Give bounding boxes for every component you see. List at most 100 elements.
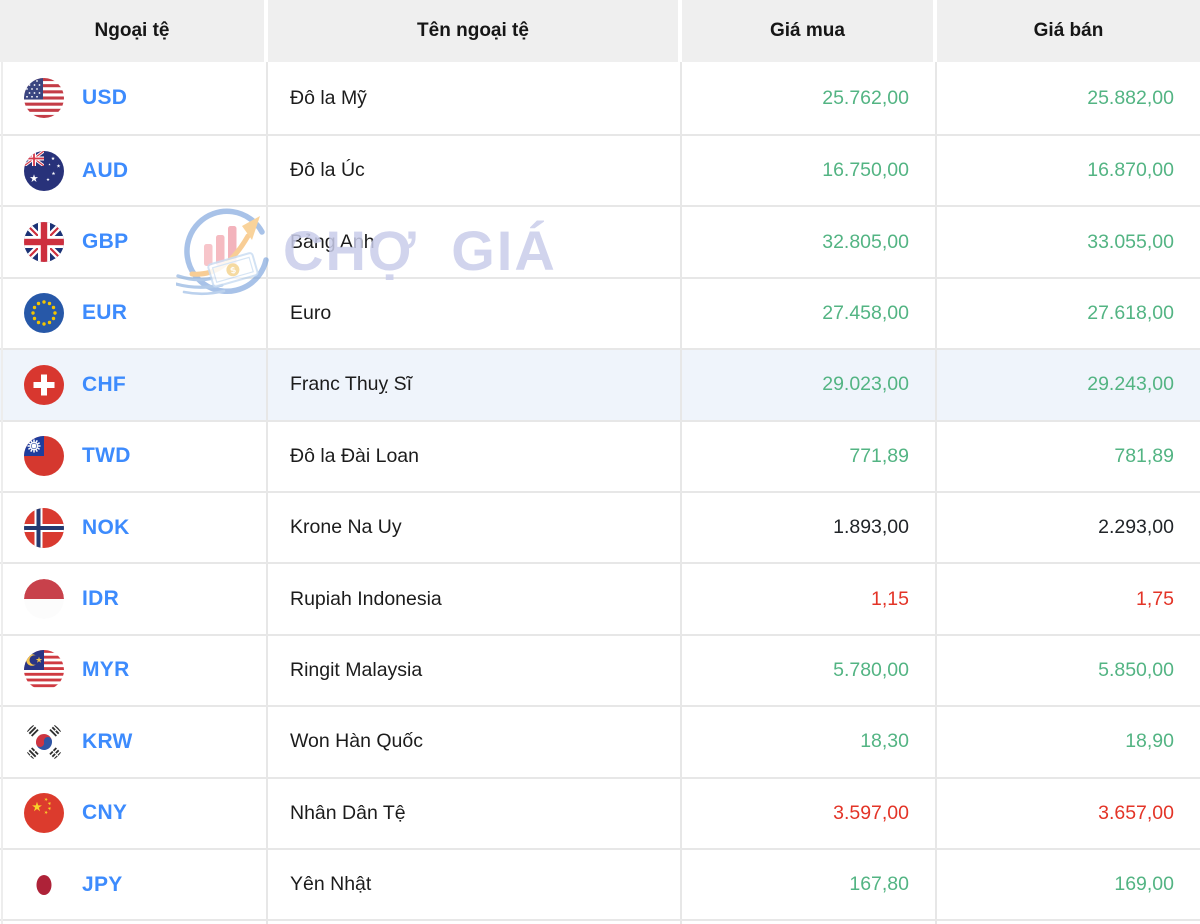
uk-flag-icon	[24, 222, 64, 263]
partial-cell	[268, 921, 682, 924]
currency-code[interactable]: MYR	[82, 658, 130, 682]
sell-price: 1,75	[1136, 587, 1174, 610]
currency-row[interactable]: NOK Krone Na Uy 1.893,00 2.293,00	[0, 492, 1200, 565]
buy-price-cell: 167,80	[682, 849, 937, 920]
currency-code[interactable]: AUD	[82, 158, 129, 182]
currency-code[interactable]: CNY	[82, 801, 128, 825]
currency-name: Euro	[290, 301, 332, 324]
currency-code[interactable]: TWD	[82, 444, 131, 468]
currency-code[interactable]: CHF	[82, 372, 127, 396]
buy-price: 32.805,00	[822, 230, 909, 253]
currency-name: Đô la Đài Loan	[290, 444, 419, 467]
indonesia-flag-icon	[24, 579, 64, 620]
currency-name: Ringit Malaysia	[290, 658, 423, 681]
currency-code[interactable]: USD	[82, 86, 128, 109]
australia-flag-icon	[24, 150, 64, 191]
buy-price-cell: 29.023,00	[682, 350, 937, 420]
currency-row[interactable]: TWD Đô la Đài Loan 771,89 781,89	[0, 421, 1200, 493]
currency-name: Won Hàn Quốc	[290, 730, 423, 753]
currency-name: Krone Na Uy	[290, 516, 402, 539]
sell-price-cell: 3.657,00	[937, 779, 1200, 848]
sell-price: 781,89	[1114, 444, 1174, 467]
table-header-row: Ngoại tệ Tên ngoại tệ Giá mua Giá bán	[0, 0, 1200, 62]
sell-price: 169,00	[1114, 873, 1174, 896]
currency-name-cell: Euro	[268, 278, 682, 349]
currency-row[interactable]: MYR Ringit Malaysia 5.780,00 5.850,00	[0, 635, 1200, 708]
sell-price: 27.618,00	[1087, 301, 1174, 324]
currency-name-cell: Won Hàn Quốc	[268, 707, 682, 777]
buy-price: 5.780,00	[833, 658, 909, 681]
sell-price-cell: 5.850,00	[937, 636, 1200, 705]
currency-name-cell: Đô la Úc	[268, 136, 682, 206]
buy-price-cell: 5.780,00	[682, 635, 937, 706]
currency-code[interactable]: NOK	[82, 515, 130, 539]
sell-price-cell: 33.055,00	[937, 207, 1200, 276]
currency-code[interactable]: EUR	[82, 301, 128, 325]
currency-cell: TWD	[0, 421, 268, 491]
partial-cell	[682, 921, 937, 924]
sell-price-cell: 25.882,00	[937, 62, 1200, 134]
header-currency-name: Tên ngoại tệ	[268, 0, 682, 62]
norway-flag-icon	[24, 507, 64, 548]
sell-price-cell: 29.243,00	[937, 350, 1200, 419]
sell-price-cell: 27.618,00	[937, 279, 1200, 348]
currency-name-cell: Đô la Mỹ	[268, 62, 682, 134]
buy-price-cell: 3.597,00	[682, 778, 937, 848]
currency-name-cell: Franc Thuỵ Sĩ	[268, 350, 682, 420]
currency-cell: USD	[0, 62, 268, 134]
buy-price: 16.750,00	[822, 159, 909, 182]
eu-flag-icon	[24, 293, 64, 334]
currency-name: Nhân Dân Tệ	[290, 801, 406, 824]
malaysia-flag-icon	[24, 650, 64, 691]
currency-code[interactable]: GBP	[82, 230, 129, 254]
next-row-partial	[0, 921, 1200, 924]
japan-flag-icon	[24, 864, 64, 905]
table-body: USD Đô la Mỹ 25.762,00 25.882,00 AUD Đô …	[0, 62, 1200, 922]
currency-code[interactable]: JPY	[82, 872, 123, 896]
china-flag-icon	[24, 793, 64, 834]
buy-price: 3.597,00	[833, 801, 909, 824]
currency-cell: AUD	[0, 136, 268, 206]
buy-price-cell: 1.893,00	[682, 492, 937, 563]
currency-name-cell: Rupiah Indonesia	[268, 564, 682, 634]
buy-price-cell: 32.805,00	[682, 207, 937, 277]
currency-name: Rupiah Indonesia	[290, 587, 442, 610]
sell-price: 25.882,00	[1087, 86, 1174, 109]
sell-price-cell: 18,90	[937, 707, 1200, 776]
header-buy-price: Giá mua	[682, 0, 937, 62]
currency-cell: KRW	[0, 707, 268, 777]
currency-row[interactable]: JPY Yên Nhật 167,80 169,00	[0, 849, 1200, 922]
buy-price: 18,30	[860, 730, 909, 753]
currency-row[interactable]: CHF Franc Thuỵ Sĩ 29.023,00 29.243,00	[0, 350, 1200, 422]
currency-row[interactable]: USD Đô la Mỹ 25.762,00 25.882,00	[0, 62, 1200, 136]
currency-name-cell: Đô la Đài Loan	[268, 421, 682, 491]
currency-row[interactable]: IDR Rupiah Indonesia 1,15 1,75	[0, 564, 1200, 636]
currency-row[interactable]: EUR Euro 27.458,00 27.618,00	[0, 278, 1200, 351]
sell-price: 33.055,00	[1087, 230, 1174, 253]
currency-name-cell: Nhân Dân Tệ	[268, 778, 682, 848]
south-korea-flag-icon	[24, 721, 64, 762]
currency-cell: GBP	[0, 207, 268, 277]
currency-row[interactable]: KRW Won Hàn Quốc 18,30 18,90	[0, 707, 1200, 779]
buy-price-cell: 771,89	[682, 421, 937, 491]
currency-code[interactable]: IDR	[82, 587, 120, 611]
switzerland-flag-icon	[24, 364, 64, 405]
buy-price: 1.893,00	[833, 516, 909, 539]
partial-cell	[0, 921, 268, 924]
sell-price-cell: 16.870,00	[937, 136, 1200, 205]
currency-row[interactable]: AUD Đô la Úc 16.750,00 16.870,00	[0, 136, 1200, 208]
buy-price-cell: 18,30	[682, 707, 937, 777]
us-flag-icon	[24, 78, 64, 118]
buy-price-cell: 16.750,00	[682, 136, 937, 206]
currency-row[interactable]: GBP Bảng Anh 32.805,00 33.055,00	[0, 207, 1200, 279]
currency-code[interactable]: KRW	[82, 729, 133, 753]
sell-price-cell: 781,89	[937, 422, 1200, 491]
header-sell-price: Giá bán	[937, 0, 1200, 62]
sell-price: 29.243,00	[1087, 373, 1174, 396]
currency-row[interactable]: CNY Nhân Dân Tệ 3.597,00 3.657,00	[0, 778, 1200, 850]
buy-price: 25.762,00	[822, 86, 909, 109]
table-left-border	[1, 62, 3, 924]
currency-name-cell: Yên Nhật	[268, 849, 682, 920]
currency-cell: IDR	[0, 564, 268, 634]
